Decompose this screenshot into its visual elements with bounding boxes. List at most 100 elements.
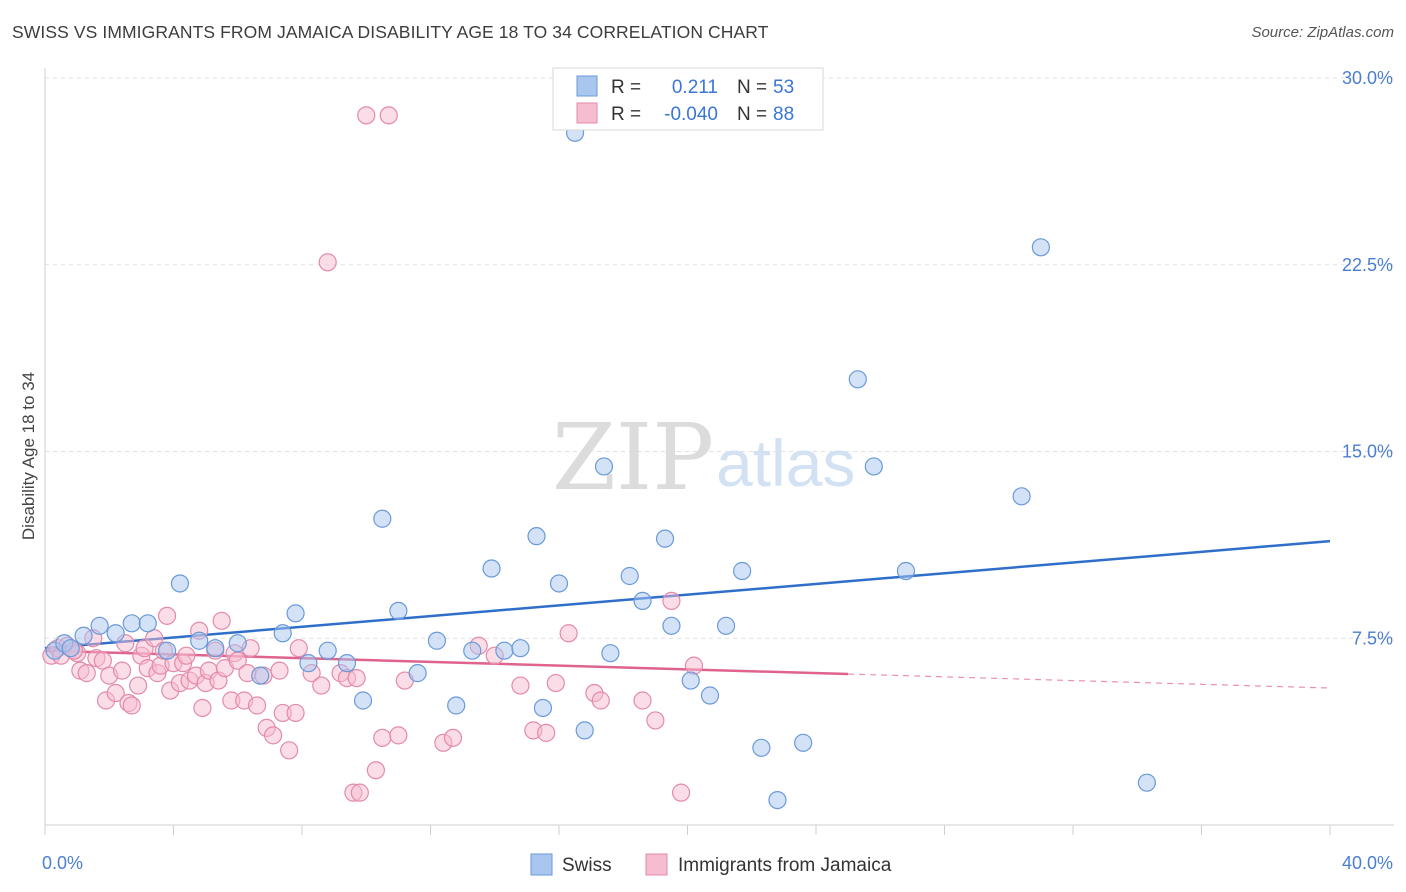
x-tick-label: 0.0% xyxy=(42,853,83,873)
swiss-point xyxy=(389,601,408,620)
swiss-color-swatch xyxy=(576,75,598,97)
jamaica-point xyxy=(671,783,691,802)
swiss-point xyxy=(533,698,553,718)
jamaica-point xyxy=(318,253,337,272)
jamaica-point xyxy=(357,106,376,125)
swiss-point xyxy=(251,666,270,685)
jamaica-point xyxy=(591,691,610,710)
legend-swiss-swatch xyxy=(530,853,553,876)
jamaica-point xyxy=(662,591,681,611)
y-tick-label: 30.0% xyxy=(1342,68,1393,88)
swiss-point xyxy=(601,644,620,663)
jamaica-point xyxy=(247,696,267,715)
swiss-point xyxy=(373,509,392,528)
jamaica-point xyxy=(646,711,665,730)
trend-line-dashed xyxy=(848,673,1331,689)
chart-title: SWISS VS IMMIGRANTS FROM JAMAICA DISABIL… xyxy=(12,22,769,42)
swiss-point xyxy=(700,686,720,705)
y-tick-label: 15.0% xyxy=(1342,442,1393,462)
legend-swiss-label: Swiss xyxy=(562,855,612,876)
swiss-point xyxy=(1031,238,1050,257)
swiss-point xyxy=(620,566,639,586)
stats-legend-box: R = 0.211 N = 53 R = -0.040 N = 88 xyxy=(552,67,824,131)
jamaica-point xyxy=(112,661,132,680)
swiss-point xyxy=(106,624,125,643)
swiss-point xyxy=(482,559,501,578)
watermark-atlas: atlas xyxy=(716,426,855,500)
y-tick-label: 7.5% xyxy=(1352,628,1393,648)
swiss-point xyxy=(794,733,813,752)
y-tick-label: 22.5% xyxy=(1342,255,1393,275)
jamaica-point xyxy=(389,726,408,745)
jamaica-point xyxy=(286,703,305,723)
jamaica-point xyxy=(373,728,392,747)
swiss-point xyxy=(655,529,675,548)
jamaica-point xyxy=(633,691,652,710)
swiss-point xyxy=(1012,487,1031,506)
watermark: ZIP atlas xyxy=(552,404,855,511)
jamaica-point xyxy=(263,726,283,745)
series-swiss-points xyxy=(45,123,1156,810)
gridlines xyxy=(45,77,1394,639)
trend-line-solid xyxy=(44,539,1331,650)
jamaica-point xyxy=(366,761,385,780)
swiss-point xyxy=(408,664,427,683)
swiss-point xyxy=(90,616,109,635)
swiss-point xyxy=(353,691,373,710)
jamaica-r-value: -0.040 xyxy=(664,104,718,125)
jamaica-point xyxy=(379,106,398,125)
jamaica-n-value: 88 xyxy=(773,104,794,125)
swiss-point xyxy=(138,614,157,633)
swiss-point xyxy=(716,616,736,635)
jamaica-point xyxy=(212,611,231,630)
jamaica-point xyxy=(511,676,530,695)
swiss-point xyxy=(1137,773,1156,792)
swiss-point xyxy=(273,624,292,643)
swiss-point xyxy=(752,738,771,757)
jamaica-point xyxy=(106,683,125,703)
swiss-point xyxy=(511,639,530,658)
legend-jamaica-swatch xyxy=(645,853,668,876)
jamaica-point xyxy=(350,783,369,802)
jamaica-point xyxy=(312,676,331,695)
swiss-point xyxy=(633,591,652,611)
jamaica-point xyxy=(129,676,148,695)
jamaica-point xyxy=(289,639,308,658)
jamaica-n-label: N = xyxy=(737,104,767,125)
swiss-point xyxy=(575,721,594,740)
jamaica-point xyxy=(546,673,565,693)
jamaica-point xyxy=(684,656,704,675)
swiss-r-label: R = xyxy=(611,77,641,98)
jamaica-point xyxy=(270,661,289,680)
swiss-n-value: 53 xyxy=(773,77,794,98)
watermark-zip: ZIP xyxy=(552,404,714,511)
jamaica-point xyxy=(157,606,177,625)
jamaica-color-swatch xyxy=(576,102,598,124)
swiss-point xyxy=(157,641,177,660)
jamaica-point xyxy=(177,646,196,665)
swiss-point xyxy=(122,614,141,633)
swiss-point xyxy=(495,641,514,660)
swiss-point xyxy=(427,631,447,650)
swiss-point xyxy=(318,641,337,660)
jamaica-r-label: R = xyxy=(611,104,641,125)
swiss-point xyxy=(594,457,614,476)
swiss-point xyxy=(463,641,482,660)
swiss-point xyxy=(447,696,466,715)
jamaica-point xyxy=(347,668,366,688)
jamaica-point xyxy=(559,624,578,643)
axes xyxy=(44,68,1394,835)
swiss-point xyxy=(206,639,225,658)
jamaica-point xyxy=(443,728,463,747)
swiss-point xyxy=(170,574,190,593)
swiss-point xyxy=(681,671,700,690)
x-tick-label: 40.0% xyxy=(1342,853,1393,873)
jamaica-point xyxy=(537,723,556,742)
swiss-point xyxy=(848,370,867,389)
jamaica-point xyxy=(77,664,96,683)
swiss-point xyxy=(896,561,916,581)
tick-labels: 7.5% 15.0% 22.5% 30.0% 0.0% 40.0% xyxy=(42,68,1393,873)
swiss-point xyxy=(733,561,752,581)
jamaica-point xyxy=(193,698,212,718)
